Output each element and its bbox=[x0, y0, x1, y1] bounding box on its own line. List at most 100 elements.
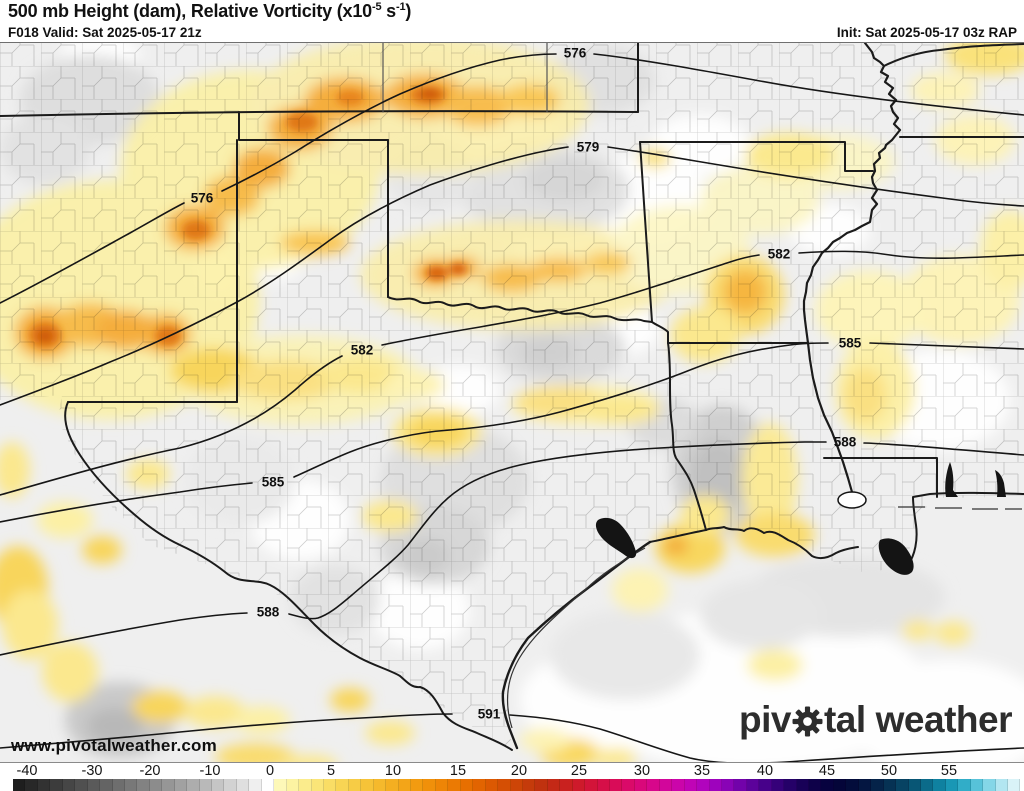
colorbar-tick-label: 20 bbox=[510, 763, 528, 779]
height-contours bbox=[0, 53, 1024, 765]
colorbar-cell bbox=[187, 779, 200, 791]
contour-label: 588 bbox=[257, 605, 280, 620]
colorbar-cell bbox=[162, 779, 175, 791]
colorbar-tick-label: 40 bbox=[756, 763, 774, 779]
logo-text-weather: weather bbox=[875, 699, 1013, 740]
colorbar-cell bbox=[373, 779, 387, 791]
colorbar-cell bbox=[50, 779, 63, 791]
colorbar-cell bbox=[112, 779, 125, 791]
colorbar-tick-label: -30 bbox=[81, 763, 103, 779]
colorbar bbox=[13, 779, 1021, 791]
colorbar-tick-label: 10 bbox=[384, 763, 402, 779]
mobile-bay bbox=[945, 462, 958, 497]
colorbar-cell bbox=[896, 779, 909, 791]
colorbar-cell bbox=[149, 779, 163, 791]
contour-label: 579 bbox=[577, 140, 600, 155]
lake-pontchartrain bbox=[837, 491, 867, 509]
colorbar-tick-label: 45 bbox=[818, 763, 836, 779]
colorbar-cell bbox=[212, 779, 225, 791]
colorbar-tick-label: 15 bbox=[449, 763, 467, 779]
pivotal-weather-logo: piv tal weather bbox=[739, 699, 1013, 740]
colorbar-tick-label: 30 bbox=[633, 763, 651, 779]
mississippi-river bbox=[802, 41, 902, 507]
colorbar-cell bbox=[87, 779, 101, 791]
map-area: 576 576 579 582 582 585 585 588 588 591 www.pivot… bbox=[0, 35, 1024, 780]
ohio-river bbox=[883, 43, 1024, 67]
colorbar-cell bbox=[37, 779, 51, 791]
colorbar-cell bbox=[510, 779, 523, 791]
valid-time-label: F018 Valid: Sat 2025-05-17 21z bbox=[8, 25, 202, 40]
colorbar-tick-label: 25 bbox=[570, 763, 588, 779]
colorbar-cell bbox=[622, 779, 635, 791]
colorbar-cell bbox=[659, 779, 673, 791]
colorbar-cell bbox=[299, 779, 312, 791]
colorbar-cell bbox=[398, 779, 411, 791]
colorbar-cell bbox=[62, 779, 76, 791]
colorbar-cell bbox=[199, 779, 212, 791]
colorbar-cell bbox=[124, 779, 138, 791]
colorbar-cell bbox=[821, 779, 834, 791]
colorbar-cell bbox=[261, 779, 275, 791]
colorbar-cell bbox=[771, 779, 785, 791]
colorbar-tick-label: -40 bbox=[16, 763, 38, 779]
colorbar-cell bbox=[833, 779, 847, 791]
colorbar-cell bbox=[25, 779, 38, 791]
rio-grande-river bbox=[64, 401, 513, 751]
colorbar-cell bbox=[784, 779, 797, 791]
colorbar-cell bbox=[535, 779, 548, 791]
colorbar-cell bbox=[634, 779, 648, 791]
colorbar-cell bbox=[1008, 779, 1021, 791]
page-title: 500 mb Height (dam), Relative Vorticity … bbox=[8, 1, 412, 21]
colorbar-cell bbox=[610, 779, 623, 791]
colorbar-cell bbox=[323, 779, 337, 791]
texas-coastline bbox=[501, 540, 652, 750]
contour-label: 585 bbox=[262, 475, 285, 490]
colorbar-cell bbox=[311, 779, 324, 791]
colorbar-tick-label: -20 bbox=[139, 763, 161, 779]
colorbar-cell bbox=[336, 779, 349, 791]
colorbar-cell bbox=[585, 779, 598, 791]
header: 500 mb Height (dam), Relative Vorticity … bbox=[0, 0, 1024, 43]
colorbar-cell bbox=[386, 779, 399, 791]
colorbar-cell bbox=[423, 779, 436, 791]
colorbar-cell bbox=[647, 779, 660, 791]
watermark-url: www.pivotalweather.com bbox=[11, 736, 217, 755]
contour-label: 591 bbox=[478, 707, 501, 722]
colorbar-cell bbox=[846, 779, 859, 791]
colorbar-cell bbox=[522, 779, 536, 791]
colorbar-cell bbox=[473, 779, 486, 791]
init-time-label: Init: Sat 2025-05-17 03z RAP bbox=[836, 25, 1017, 40]
colorbar-cell bbox=[958, 779, 971, 791]
colorbar-cell bbox=[983, 779, 996, 791]
colorbar-tick-label: 5 bbox=[326, 763, 336, 779]
logo-text-piv: piv bbox=[739, 699, 791, 740]
colorbar-tick-label: 50 bbox=[880, 763, 898, 779]
colorbar-cell bbox=[809, 779, 822, 791]
galveston-bay bbox=[595, 517, 637, 559]
colorbar-cell bbox=[995, 779, 1008, 791]
colorbar-cell bbox=[411, 779, 424, 791]
map-canvas: 576 576 579 582 582 585 585 588 588 591 bbox=[0, 35, 1024, 780]
colorbar-cell bbox=[858, 779, 872, 791]
colorbar-cell bbox=[933, 779, 946, 791]
colorbar-cell bbox=[759, 779, 772, 791]
colorbar-cell bbox=[547, 779, 561, 791]
contour-label: 576 bbox=[564, 46, 587, 61]
mississippi-delta bbox=[878, 538, 914, 575]
colorbar-cell bbox=[485, 779, 499, 791]
colorbar-cell bbox=[498, 779, 511, 791]
logo-text-tal: tal bbox=[823, 699, 866, 740]
colorbar-cell bbox=[746, 779, 760, 791]
colorbar-cell bbox=[721, 779, 735, 791]
contour-label: 585 bbox=[839, 336, 862, 351]
colorbar-cell bbox=[945, 779, 959, 791]
contour-label: 588 bbox=[834, 435, 857, 450]
colorbar-cell bbox=[970, 779, 984, 791]
colorbar-tick-label: 55 bbox=[940, 763, 958, 779]
red-river bbox=[387, 296, 653, 323]
colorbar-cell bbox=[100, 779, 113, 791]
contour-label: 576 bbox=[191, 191, 214, 206]
mississippi-coast bbox=[907, 491, 1024, 566]
contour-label: 582 bbox=[351, 343, 374, 358]
